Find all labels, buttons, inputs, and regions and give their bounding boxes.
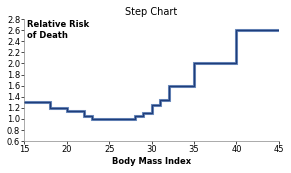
X-axis label: Body Mass Index: Body Mass Index xyxy=(112,157,191,166)
Text: Relative Risk
of Death: Relative Risk of Death xyxy=(27,20,89,40)
Title: Step Chart: Step Chart xyxy=(125,7,178,17)
